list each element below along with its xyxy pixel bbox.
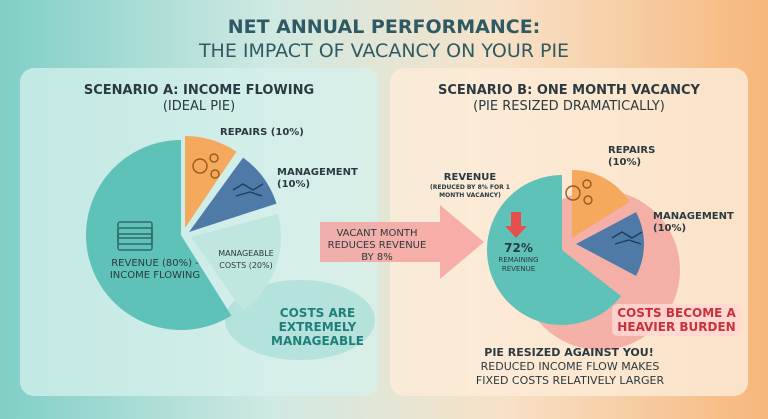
title-line2: THE IMPACT OF VACANCY ON YOUR PIE xyxy=(198,40,570,62)
revenue-slice-a xyxy=(86,140,232,330)
revenue-label-b: REVENUE (REDUCED BY 8% FOR 1 MONTH VACANC… xyxy=(420,172,520,201)
remaining-label: REMAINING REVENUE xyxy=(498,256,539,273)
scenario-b-heading: SCENARIO B: ONE MONTH VACANCY xyxy=(438,83,700,98)
repairs-text-b: REPAIRS xyxy=(608,145,656,156)
manageable-costs-slice-a xyxy=(191,213,281,311)
arrow-text: VACANT MONTH REDUCES REVENUE BY 8% xyxy=(327,228,427,263)
callout-a: COSTS ARE EXTREMELY MANAGEABLE xyxy=(271,306,364,348)
down-arrow-icon xyxy=(505,212,527,238)
callout-blob-a xyxy=(225,280,375,360)
title-line1: NET ANNUAL PERFORMANCE: xyxy=(227,16,541,38)
remaining-pct: 72% xyxy=(504,241,533,255)
scenario-a-subheading: (IDEAL PIE) xyxy=(162,99,236,114)
repairs-label-b: REPAIRS (10%) xyxy=(608,145,655,169)
management-text: MANAGEMENT xyxy=(277,167,358,178)
repairs-label-a: REPAIRS (10%) xyxy=(220,127,304,138)
handshake-icon xyxy=(232,183,643,245)
management-slice-b xyxy=(576,212,645,276)
scenario-a-heading: SCENARIO A: INCOME FLOWING xyxy=(83,83,315,98)
scenario-b-subheading: (PIE RESIZED DRAMATICALLY) xyxy=(473,99,665,114)
manageable-costs-label: MANAGEABLE COSTS (20%) xyxy=(218,249,274,270)
management-pct: (10%) xyxy=(277,179,311,190)
repairs-pct-b: (10%) xyxy=(608,157,642,168)
money-stack-icon xyxy=(117,221,153,251)
vacancy-arrow xyxy=(320,205,484,279)
management-text-b: MANAGEMENT xyxy=(653,211,734,222)
footer-bold: PIE RESIZED AGAINST YOU! xyxy=(484,346,654,359)
repairs-slice-b xyxy=(572,170,630,238)
management-pct-b: (10%) xyxy=(653,223,687,234)
revenue-label-a: REVENUE (80%) - INCOME FLOWING xyxy=(109,258,201,281)
management-slice-a xyxy=(189,157,277,232)
gears-icon xyxy=(192,153,593,205)
callout-b: COSTS BECOME A HEAVIER BURDEN xyxy=(612,304,741,336)
footer-text: REDUCED INCOME FLOW MAKES FIXED COSTS RE… xyxy=(475,360,665,387)
revenue-note: (REDUCED BY 8% FOR 1 MONTH VACANCY) xyxy=(430,184,510,199)
management-label-a: MANAGEMENT (10%) xyxy=(277,167,358,191)
management-label-b: MANAGEMENT (10%) xyxy=(653,211,734,235)
revenue-text-b: REVENUE xyxy=(443,172,497,183)
